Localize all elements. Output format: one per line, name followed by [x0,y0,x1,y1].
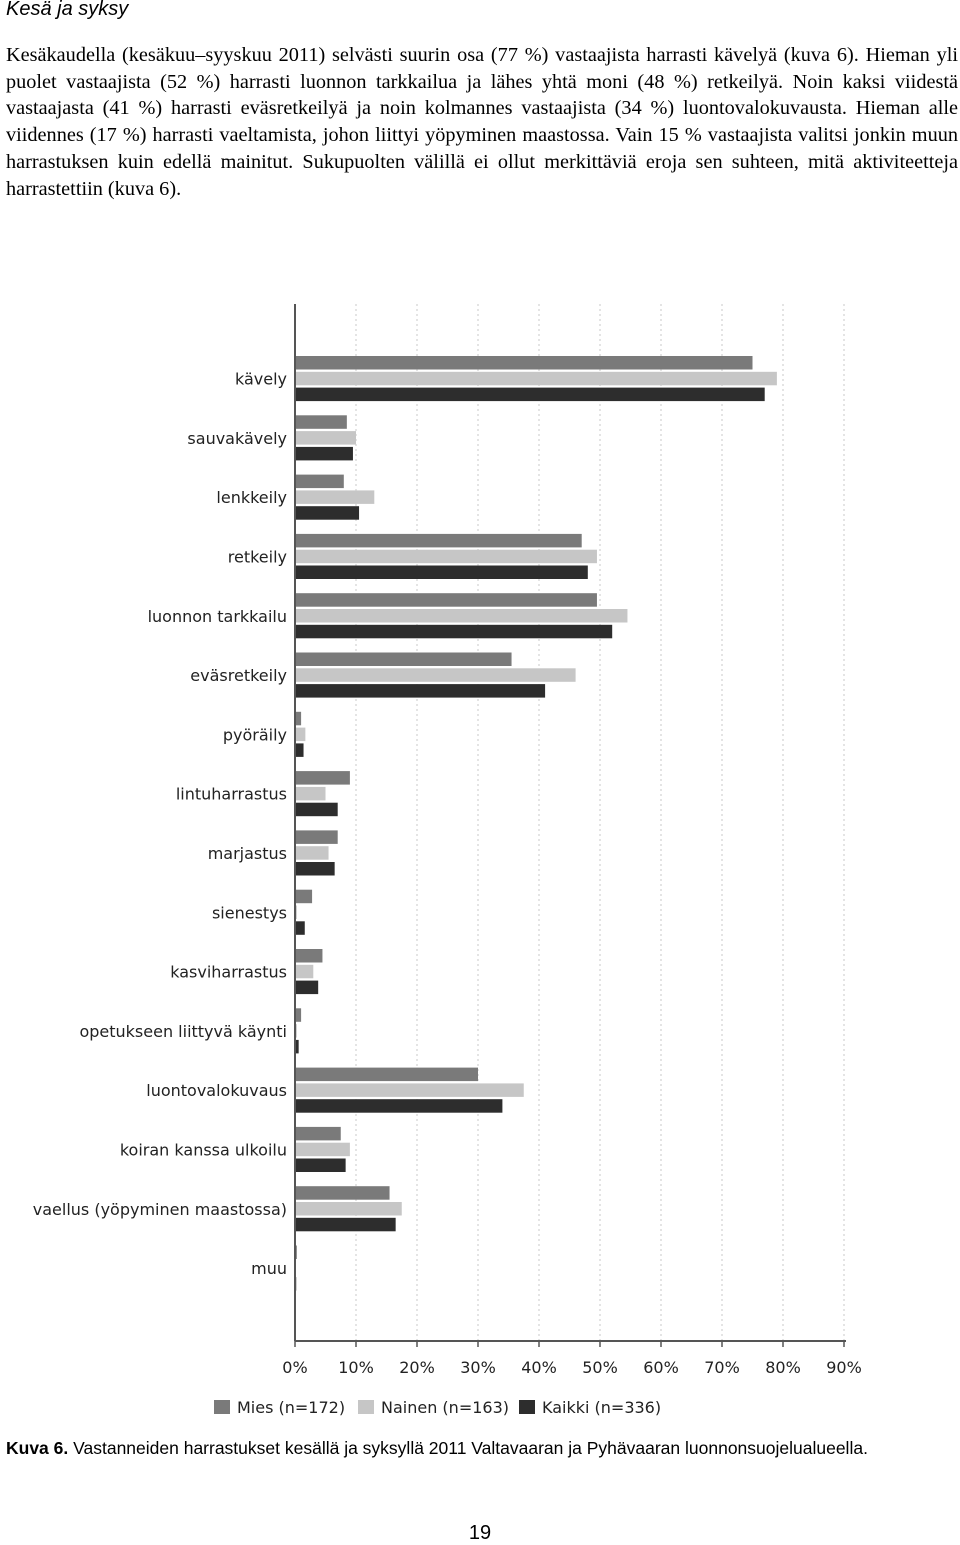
bar [295,1217,396,1232]
category-label: pyöräily [223,725,287,744]
bar [295,1067,478,1082]
bar [295,1142,350,1157]
category-label: eväsretkeily [190,666,287,685]
x-tick-label: 60% [643,1358,679,1377]
bar [295,431,356,445]
category-label: retkeily [228,547,287,566]
bar [295,684,546,698]
bar [295,1099,503,1113]
x-tick-label: 0% [282,1358,307,1377]
body-paragraph: Kesäkaudella (kesäkuu–syyskuu 2011) selv… [6,44,958,200]
bar [295,415,347,429]
bar [295,964,314,979]
bar [295,846,329,860]
category-label: koiran kanssa ulkoilu [120,1140,287,1159]
bar [295,533,582,548]
bar [295,446,353,461]
bar [295,490,375,504]
bar [295,980,319,995]
x-tick-label: 80% [765,1358,801,1377]
x-tick-label: 10% [338,1358,374,1377]
x-tick-label: 50% [582,1358,618,1377]
legend-swatch [214,1400,230,1414]
bar [295,743,304,757]
x-tick-label: 70% [704,1358,740,1377]
bar [295,862,335,876]
category-label: lenkkeily [216,488,287,507]
bar [295,889,313,904]
category-label: luonnon tarkkailu [148,607,287,626]
category-label: vaellus (yöpyminen maastossa) [33,1200,287,1219]
page-number: 19 [468,1522,492,1544]
category-label: muu [251,1259,287,1278]
category-label: opetukseen liittyvä käynti [79,1022,287,1041]
x-tick-label: 90% [826,1358,862,1377]
category-label: marjastus [208,844,287,863]
bar [295,1008,302,1022]
legend-swatch [358,1400,374,1414]
bar [295,549,597,564]
caption-text: Vastanneiden harrastukset kesällä ja syk… [68,1438,868,1458]
bar [295,1083,524,1097]
bar [295,1186,390,1200]
bar-chart: kävely sauvakävely lenkkeily retkeily luonno… [33,304,862,1417]
bar [295,711,302,726]
section-heading: Kesä ja syksy [6,0,129,20]
bar [295,1126,341,1141]
figure-caption: Kuva 6. Vastanneiden harrastukset kesäll… [6,1438,868,1459]
category-label: luontovalokuvaus [146,1081,287,1100]
x-tick-label: 30% [460,1358,496,1377]
category-label: kasviharrastus [170,963,287,982]
bar [295,1039,299,1054]
legend-label: Kaikki (n=336) [542,1398,661,1417]
bar [295,652,512,666]
x-tick-label: 20% [399,1358,435,1377]
bar [295,565,588,579]
bar [295,949,323,963]
bar [295,802,338,817]
bar [295,387,765,402]
bar [295,1158,346,1172]
bar [295,624,613,639]
bar [295,506,360,520]
legend-label: Nainen (n=163) [381,1398,509,1417]
legend-label: Mies (n=172) [237,1398,345,1417]
bar [295,474,344,489]
bar [295,921,305,935]
bar [295,727,306,742]
bar [295,830,338,844]
bar [295,1202,402,1216]
bar [295,371,777,386]
legend-swatch [519,1400,535,1414]
category-label: sienestys [212,903,287,922]
category-label: sauvakävely [187,429,287,448]
category-label: kävely [235,370,287,389]
bar [295,771,350,785]
bar [295,609,628,623]
bar [295,786,326,801]
x-tick-label: 40% [521,1358,557,1377]
bar [295,356,753,370]
category-label: lintuharrastus [176,785,287,804]
bar [295,593,597,607]
bar [295,668,576,682]
caption-label: Kuva 6. [6,1438,69,1458]
